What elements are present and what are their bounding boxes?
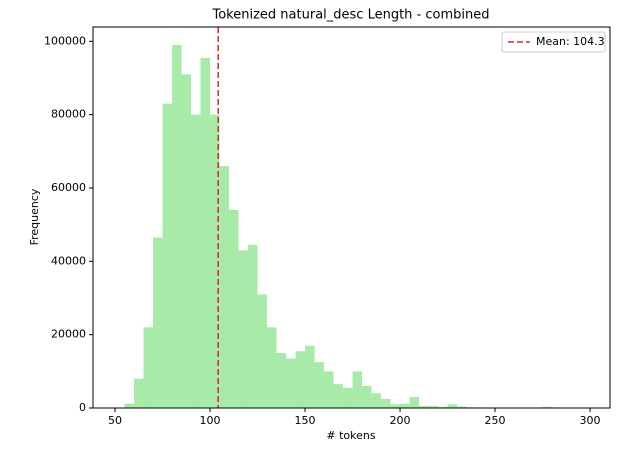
bar bbox=[144, 327, 154, 408]
bar bbox=[315, 362, 325, 408]
bar bbox=[277, 353, 287, 408]
bar bbox=[286, 358, 296, 408]
bar bbox=[125, 404, 135, 408]
y-tick-label: 0 bbox=[79, 401, 86, 414]
bar bbox=[410, 397, 420, 408]
bar bbox=[191, 115, 201, 408]
bar bbox=[229, 210, 239, 408]
bar bbox=[201, 58, 211, 408]
x-tick-label: 100 bbox=[200, 414, 221, 427]
bar bbox=[343, 388, 353, 408]
bar bbox=[267, 327, 277, 408]
x-tick-label: 300 bbox=[580, 414, 601, 427]
bar bbox=[372, 393, 382, 408]
bar bbox=[400, 404, 410, 408]
bar bbox=[353, 371, 363, 408]
chart-title: Tokenized natural_desc Length - combined bbox=[212, 8, 490, 23]
bar bbox=[239, 250, 249, 408]
x-axis-label: # tokens bbox=[326, 429, 375, 442]
bar bbox=[381, 399, 391, 408]
y-tick-label: 20000 bbox=[51, 328, 86, 341]
legend-label: Mean: 104.3 bbox=[536, 35, 605, 48]
bar bbox=[324, 371, 334, 408]
bar bbox=[172, 45, 182, 408]
bar bbox=[153, 237, 163, 408]
x-tick-label: 250 bbox=[485, 414, 506, 427]
x-tick-label: 50 bbox=[108, 414, 122, 427]
bar bbox=[362, 386, 372, 408]
bar bbox=[220, 166, 230, 408]
y-tick-label: 60000 bbox=[51, 181, 86, 194]
y-tick-label: 100000 bbox=[44, 34, 86, 47]
bar bbox=[134, 379, 144, 408]
y-tick-label: 40000 bbox=[51, 254, 86, 267]
bar bbox=[258, 294, 268, 408]
bar bbox=[296, 351, 306, 408]
x-tick-label: 150 bbox=[295, 414, 316, 427]
bar bbox=[334, 384, 344, 408]
bar bbox=[163, 104, 173, 408]
bar bbox=[248, 245, 258, 408]
bar bbox=[182, 74, 192, 408]
y-axis-label: Frequency bbox=[28, 188, 41, 245]
bar bbox=[391, 404, 401, 408]
bar bbox=[448, 404, 458, 408]
x-tick-label: 200 bbox=[390, 414, 411, 427]
bar bbox=[305, 346, 315, 408]
y-tick-label: 80000 bbox=[51, 108, 86, 121]
